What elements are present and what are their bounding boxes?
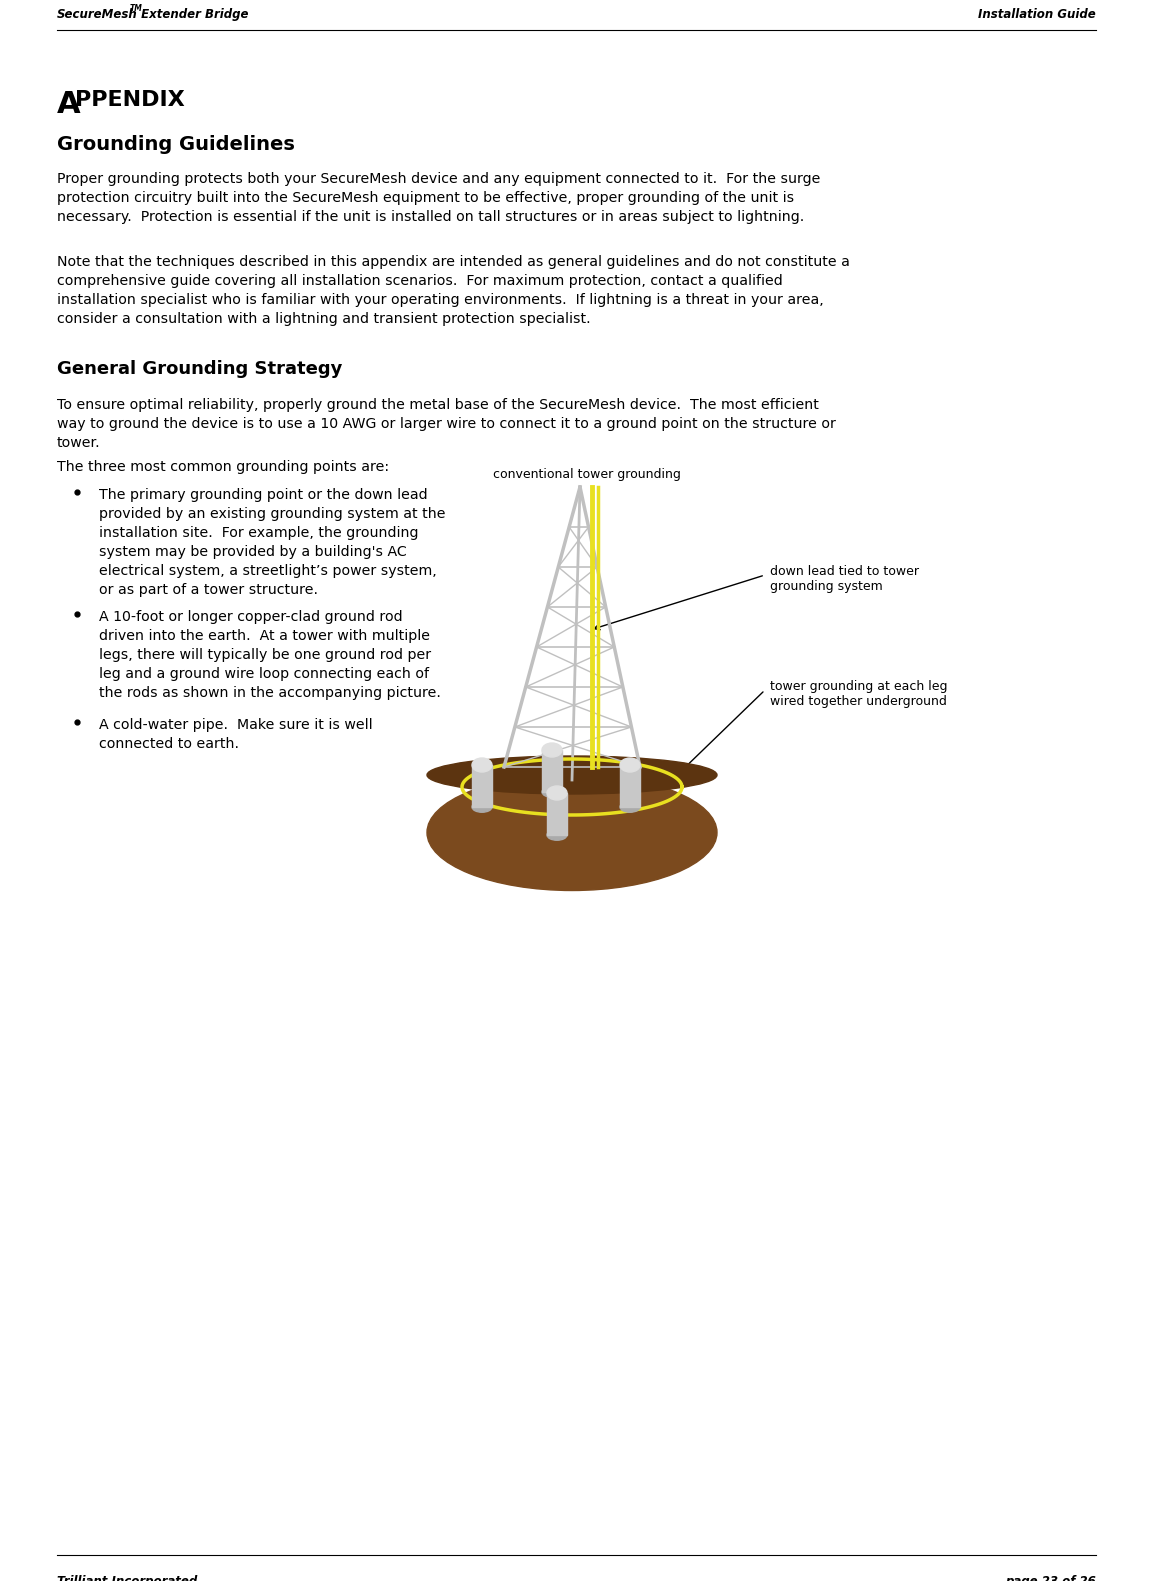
Ellipse shape: [547, 786, 567, 800]
Ellipse shape: [547, 830, 567, 840]
Ellipse shape: [542, 743, 562, 757]
Ellipse shape: [620, 757, 640, 772]
Text: Note that the techniques described in this appendix are intended as general guid: Note that the techniques described in th…: [58, 255, 849, 326]
Text: Extender Bridge: Extender Bridge: [137, 8, 249, 21]
Ellipse shape: [620, 802, 640, 813]
Text: SecureMesh: SecureMesh: [58, 8, 138, 21]
Text: Installation Guide: Installation Guide: [978, 8, 1096, 21]
Text: A: A: [58, 90, 81, 119]
Text: The three most common grounding points are:: The three most common grounding points a…: [58, 460, 389, 474]
Text: page 23 of 26: page 23 of 26: [1005, 1575, 1096, 1581]
Bar: [620, 765, 640, 806]
Text: To ensure optimal reliability, properly ground the metal base of the SecureMesh : To ensure optimal reliability, properly …: [58, 398, 836, 451]
Bar: [547, 794, 567, 835]
Text: down lead tied to tower
grounding system: down lead tied to tower grounding system: [770, 564, 918, 593]
Text: PPENDIX: PPENDIX: [75, 90, 185, 111]
Text: Proper grounding protects both your SecureMesh device and any equipment connecte: Proper grounding protects both your Secu…: [58, 172, 821, 225]
Text: conventional tower grounding: conventional tower grounding: [493, 468, 681, 481]
Ellipse shape: [472, 757, 491, 772]
Text: A 10-foot or longer copper-clad ground rod
driven into the earth.  At a tower wi: A 10-foot or longer copper-clad ground r…: [99, 610, 441, 700]
Text: General Grounding Strategy: General Grounding Strategy: [58, 360, 342, 378]
Bar: [542, 749, 562, 792]
Bar: [472, 765, 491, 806]
Text: A cold-water pipe.  Make sure it is well
connected to earth.: A cold-water pipe. Make sure it is well …: [99, 718, 373, 751]
Ellipse shape: [427, 775, 717, 890]
Text: tower grounding at each leg
wired together underground: tower grounding at each leg wired togeth…: [770, 680, 947, 708]
Text: The primary grounding point or the down lead
provided by an existing grounding s: The primary grounding point or the down …: [99, 489, 445, 596]
Ellipse shape: [542, 787, 562, 797]
Text: Trilliant Incorporated: Trilliant Incorporated: [58, 1575, 197, 1581]
Ellipse shape: [472, 802, 491, 813]
Ellipse shape: [427, 756, 717, 794]
Text: Grounding Guidelines: Grounding Guidelines: [58, 134, 295, 153]
Text: TM: TM: [130, 5, 143, 13]
